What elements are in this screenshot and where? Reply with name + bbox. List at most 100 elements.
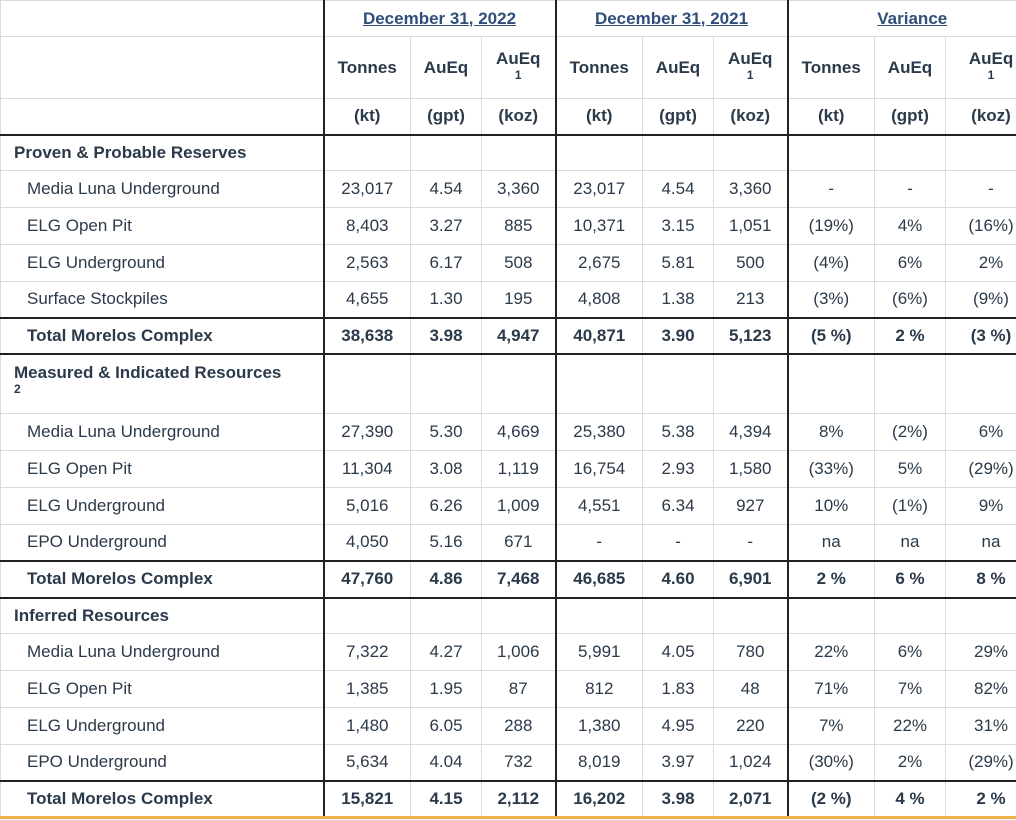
column-header: AuEq 1 — [481, 36, 557, 99]
table-cell: 1,051 — [713, 207, 789, 245]
table-cell: 7% — [874, 670, 946, 708]
table-cell: 4.27 — [410, 633, 482, 671]
column-header: Tonnes — [787, 36, 875, 99]
table-cell: - — [713, 524, 789, 561]
row-label: ELG Open Pit — [0, 207, 324, 245]
table-cell: (1%) — [874, 487, 946, 525]
total-cell: 3.98 — [410, 316, 482, 355]
total-cell: 6,901 — [713, 559, 789, 599]
row-label: EPO Underground — [0, 524, 324, 561]
total-cell: (3 %) — [944, 316, 1016, 355]
table-cell: 2% — [944, 244, 1016, 282]
empty-cell — [555, 597, 643, 634]
total-cell: 4 % — [874, 779, 946, 819]
table-cell: 6% — [874, 244, 946, 282]
table-cell: 508 — [481, 244, 557, 282]
table-cell: 4.05 — [642, 633, 714, 671]
column-unit: (gpt) — [410, 98, 482, 136]
table-cell: 5% — [874, 450, 946, 488]
empty-cell — [874, 353, 946, 414]
total-row: Total Morelos Complex 15,821 4.15 2,112 16,2… — [0, 779, 1016, 819]
total-row: Total Morelos Complex 47,760 4.86 7,468 46,6… — [0, 559, 1016, 599]
table-row: ELG Underground 5,016 6.26 1,009 4,551 6.34 92… — [0, 487, 1016, 525]
table-row: ELG Underground 1,480 6.05 288 1,380 4.95 220 7… — [0, 707, 1016, 745]
table-cell: 6% — [874, 633, 946, 671]
column-unit: (kt) — [555, 98, 643, 136]
table-cell: 885 — [481, 207, 557, 245]
period-2021: December 31, 2021 — [555, 0, 789, 37]
empty-cell — [787, 597, 875, 634]
table-cell: (16%) — [944, 207, 1016, 245]
table-cell: - — [944, 170, 1016, 208]
empty-cell — [642, 597, 714, 634]
empty-cell — [555, 353, 643, 414]
table-cell: - — [787, 170, 875, 208]
empty-cell — [944, 353, 1016, 414]
total-row: Total Morelos Complex 38,638 3.98 4,947 40,8… — [0, 316, 1016, 355]
table-cell: 4,050 — [322, 524, 411, 561]
empty-cell — [481, 134, 557, 171]
table-cell: 1,580 — [713, 450, 789, 488]
row-label: ELG Open Pit — [0, 450, 324, 488]
column-header: AuEq — [874, 36, 946, 99]
table-cell: 1,024 — [713, 744, 789, 781]
table-cell: 1.95 — [410, 670, 482, 708]
table-cell: 6% — [944, 413, 1016, 451]
column-header: AuEq 1 — [713, 36, 789, 99]
table-cell: 288 — [481, 707, 557, 745]
section-header-row: Inferred Resources — [0, 597, 1016, 634]
table-cell: 8% — [787, 413, 875, 451]
row-label: Media Luna Underground — [0, 170, 324, 208]
column-header: AuEq 1 — [944, 36, 1016, 99]
table-cell: 1.38 — [642, 281, 714, 318]
table-cell: 732 — [481, 744, 557, 781]
column-header: Tonnes — [555, 36, 643, 99]
table-cell: 6.17 — [410, 244, 482, 282]
section-title: Measured & Indicated Resources 2 — [0, 353, 324, 414]
table-cell: 3,360 — [481, 170, 557, 208]
table-cell: 4,808 — [555, 281, 643, 318]
section-header-row: Measured & Indicated Resources 2 — [0, 353, 1016, 414]
empty-cell — [410, 353, 482, 414]
total-cell: 40,871 — [555, 316, 643, 355]
table-cell: 3.27 — [410, 207, 482, 245]
unit-row: (kt) (gpt) (koz) (kt) (gpt) (koz) (kt) (gpt) (ko… — [0, 98, 1016, 136]
table-cell: 4.95 — [642, 707, 714, 745]
table-cell: 5.38 — [642, 413, 714, 451]
total-cell: (5 %) — [787, 316, 875, 355]
empty-cell — [555, 134, 643, 171]
table-cell: 22% — [874, 707, 946, 745]
table-cell: 4,394 — [713, 413, 789, 451]
table-cell: - — [555, 524, 643, 561]
total-cell: 4,947 — [481, 316, 557, 355]
footnote-marker: 1 — [987, 68, 995, 82]
empty-cell — [787, 134, 875, 171]
table-cell: 6.26 — [410, 487, 482, 525]
column-header-label: AuEq 1 — [496, 50, 540, 83]
period-header-row: December 31, 2022 December 31, 2021 Vari… — [0, 0, 1016, 37]
table-cell: 4% — [874, 207, 946, 245]
table-cell: - — [874, 170, 946, 208]
total-cell: 4.60 — [642, 559, 714, 599]
table-cell: 500 — [713, 244, 789, 282]
table-cell: (19%) — [787, 207, 875, 245]
period-variance: Variance — [786, 0, 1016, 37]
table-cell: 27,390 — [322, 413, 411, 451]
table-cell: 2.93 — [642, 450, 714, 488]
table-row: ELG Open Pit 11,304 3.08 1,119 16,754 2.93 1,5… — [0, 450, 1016, 488]
table-cell: na — [874, 524, 946, 561]
section-title-text: Measured & Indicated Resources — [14, 362, 282, 382]
table-cell: 71% — [787, 670, 875, 708]
table-cell: 2% — [874, 744, 946, 781]
total-cell: 7,468 — [481, 559, 557, 599]
table-cell: 31% — [944, 707, 1016, 745]
table-row: EPO Underground 5,634 4.04 732 8,019 3.97 1,02… — [0, 744, 1016, 781]
table-cell: 812 — [555, 670, 643, 708]
table-cell: 2,563 — [322, 244, 411, 282]
table-cell: (29%) — [944, 744, 1016, 781]
row-label: ELG Open Pit — [0, 670, 324, 708]
table-row: EPO Underground 4,050 5.16 671- - - na na na — [0, 524, 1016, 561]
table-cell: (4%) — [787, 244, 875, 282]
table-cell: 5.81 — [642, 244, 714, 282]
table-cell: 6.34 — [642, 487, 714, 525]
